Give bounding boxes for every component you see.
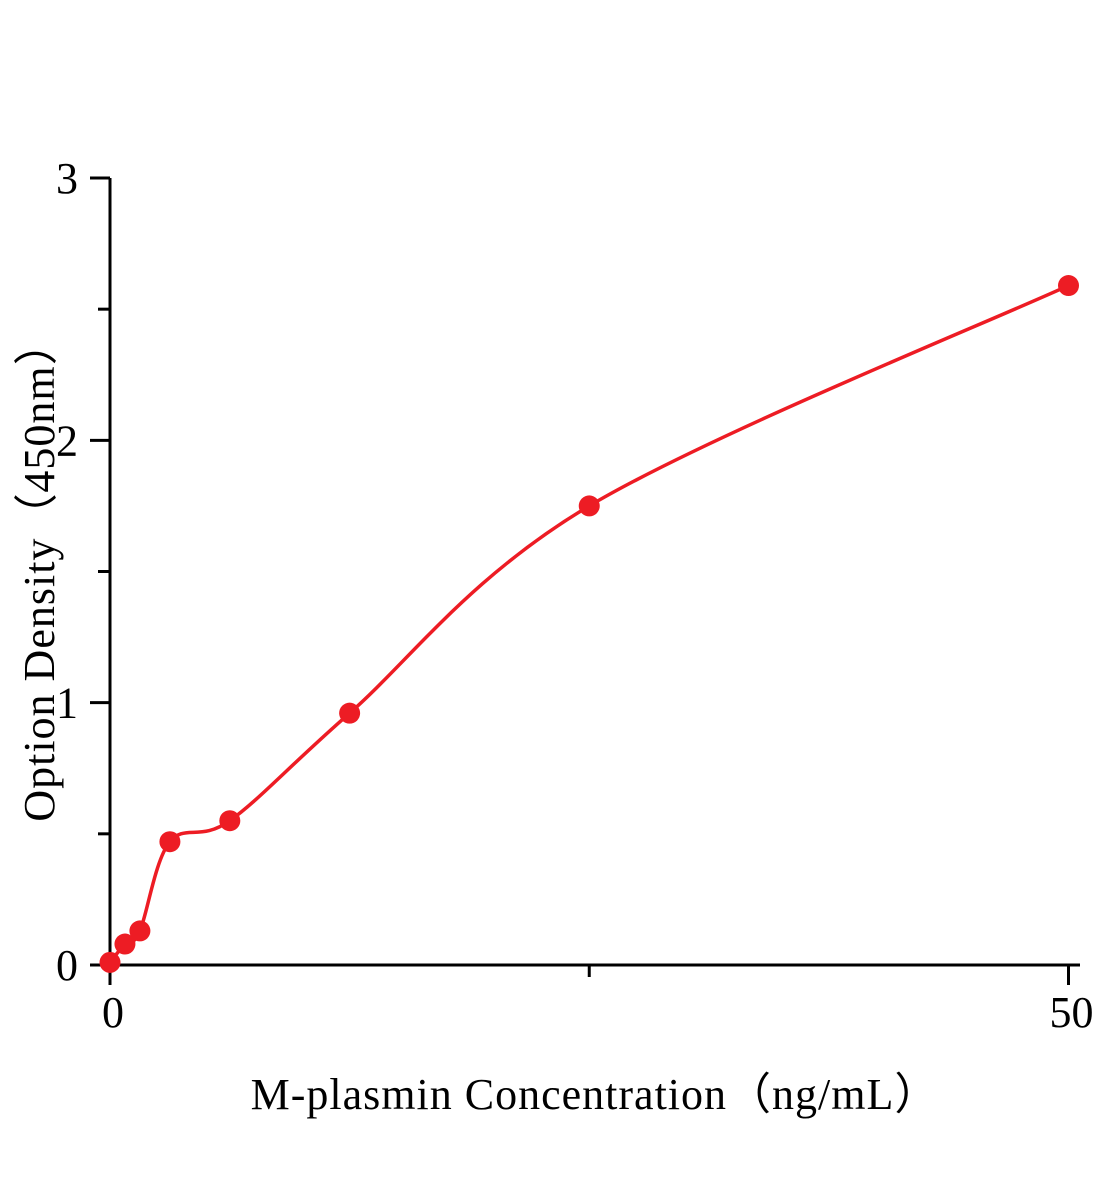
data-point [1057, 275, 1079, 297]
data-point [578, 495, 600, 517]
data-point [159, 831, 181, 853]
data-point [339, 702, 361, 724]
y-axis-title: Option Density（450nm） [15, 320, 64, 822]
x-axis-title: M-plasmin Concentration（ng/mL） [250, 1070, 940, 1119]
fit-curve [108, 283, 1071, 965]
data-point [129, 920, 151, 942]
data-point [114, 933, 136, 955]
y-tick-label: 3 [56, 154, 78, 203]
y-tick-label: 2 [56, 416, 78, 465]
data-point [219, 810, 241, 832]
x-tick-label: 50 [1049, 988, 1093, 1037]
y-tick-label: 1 [56, 679, 78, 728]
y-tick-label: 0 [56, 941, 78, 990]
x-tick-label: 0 [102, 988, 124, 1037]
axes [108, 178, 1080, 967]
data-point [99, 951, 121, 973]
